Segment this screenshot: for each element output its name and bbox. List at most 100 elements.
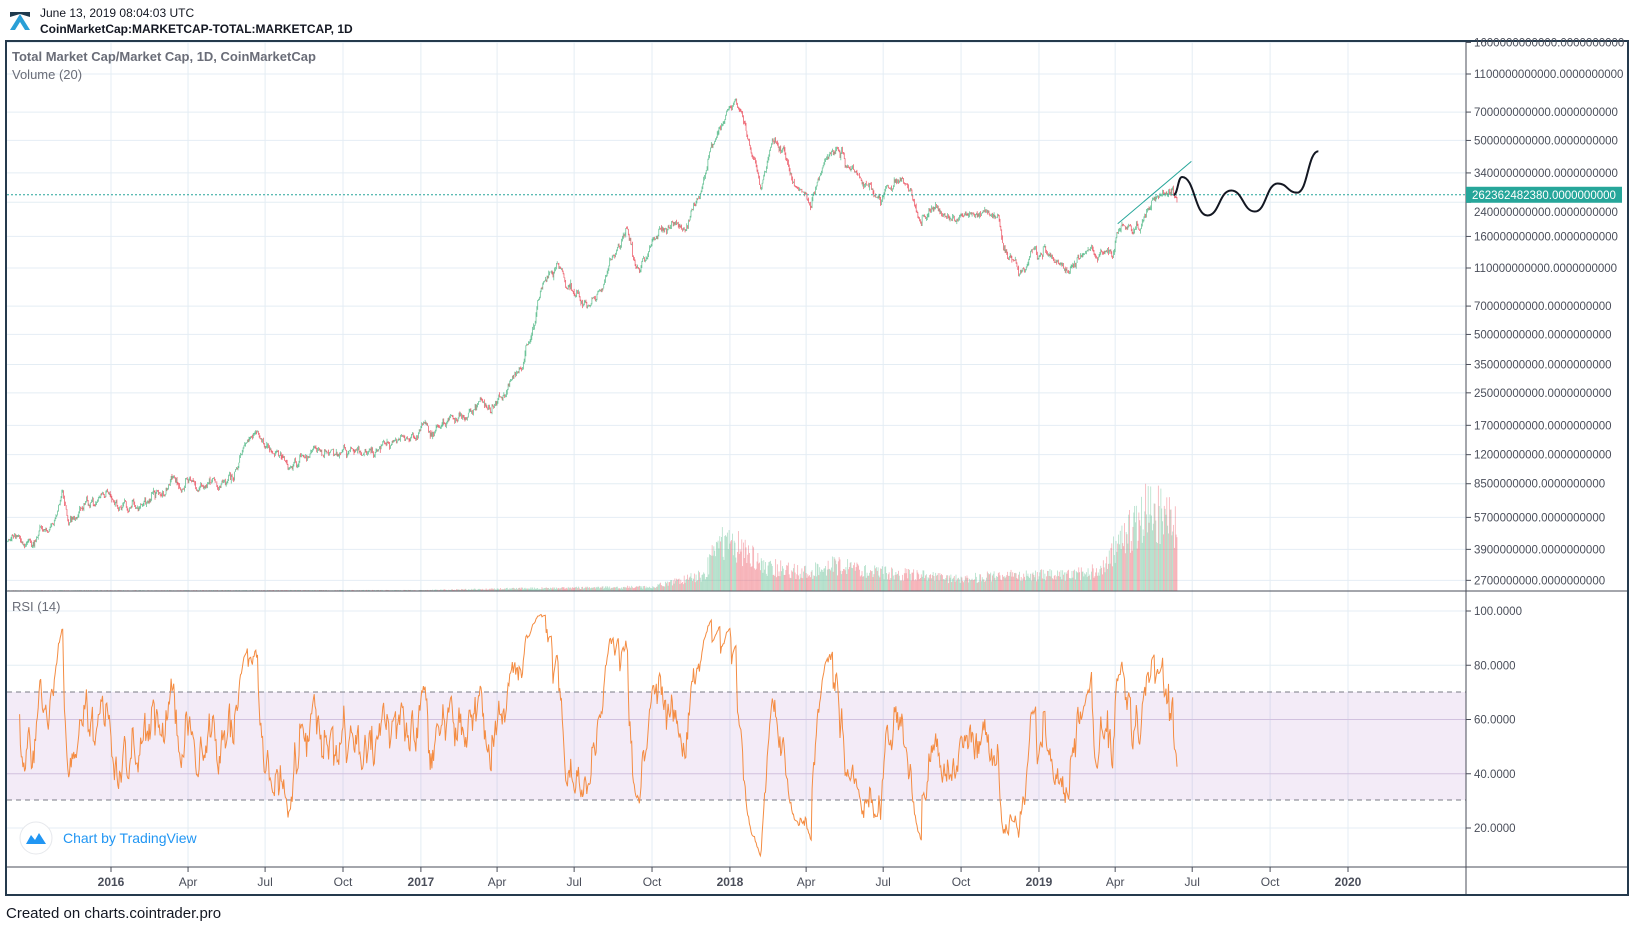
volume-bar: [1174, 547, 1175, 591]
watermark-text[interactable]: Chart by TradingView: [63, 830, 197, 846]
volume-bar: [827, 560, 829, 591]
volume-bar: [491, 588, 493, 591]
trendline[interactable]: [1117, 160, 1192, 225]
volume-bar: [1100, 565, 1102, 591]
candles: [7, 98, 1178, 549]
volume-bar: [561, 587, 563, 591]
rsi-tick-label: 20.0000: [1474, 823, 1516, 835]
volume-bar: [820, 569, 822, 591]
volume-bar: [596, 587, 598, 591]
volume-bar: [562, 587, 564, 591]
volume-bar: [937, 573, 939, 591]
volume-bar: [478, 588, 480, 591]
volume-bar: [849, 562, 851, 591]
volume-bar: [715, 541, 717, 591]
volume-bar: [1091, 564, 1093, 591]
volume-bar: [750, 567, 752, 591]
projection-path[interactable]: [1173, 150, 1319, 217]
volume-bar: [884, 566, 886, 591]
volume-bar: [939, 573, 941, 591]
volume-bar: [1003, 576, 1005, 591]
volume-bar: [1134, 505, 1136, 591]
volume-bar: [476, 589, 478, 591]
volume-bar: [756, 561, 758, 591]
volume-bar: [523, 588, 525, 591]
volume-bar: [745, 547, 747, 591]
volume-bar: [833, 557, 835, 591]
volume-bar: [981, 577, 983, 591]
volume-bar: [1014, 572, 1016, 591]
volume-bar: [764, 569, 766, 591]
volume-bar: [435, 589, 437, 591]
volume-bar: [858, 565, 860, 591]
volume-bar: [936, 574, 938, 591]
volume-bar: [655, 588, 656, 591]
volume-bar: [1041, 578, 1043, 591]
volume-bar: [483, 589, 484, 591]
volume-bar: [1130, 541, 1132, 591]
volume-bar: [988, 574, 990, 591]
main-legend[interactable]: Total Market Cap/Market Cap, 1D, CoinMar…: [12, 49, 316, 64]
volume-bar: [743, 542, 744, 591]
volume-bar: [911, 572, 913, 591]
volume-bar: [828, 569, 830, 591]
volume-bar: [1168, 497, 1170, 591]
volume-bar: [1136, 548, 1138, 591]
volume-bar: [826, 575, 827, 591]
volume-bar: [626, 587, 628, 591]
volume-bar: [517, 588, 519, 591]
volume-bar: [1062, 570, 1064, 591]
volume-bar: [774, 575, 776, 591]
volume-bar: [780, 560, 782, 591]
volume-bar: [545, 587, 547, 591]
volume-bar: [688, 577, 690, 591]
volume-bar: [1116, 551, 1118, 591]
volume-legend[interactable]: Volume (20): [12, 67, 82, 82]
volume-bar: [908, 569, 909, 591]
volume-bar: [864, 566, 865, 591]
volume-bar: [869, 572, 871, 591]
x-tick-label: 2016: [98, 875, 125, 889]
volume-bar: [904, 568, 906, 591]
rsi-legend[interactable]: RSI (14): [12, 599, 60, 614]
volume-bar: [691, 578, 693, 591]
volume-bar: [817, 564, 819, 591]
volume-bar: [489, 588, 490, 591]
volume-bar: [493, 589, 495, 591]
logo-top-shape: [10, 12, 30, 17]
volume-bar: [773, 574, 775, 591]
volume-bar: [840, 570, 842, 591]
volume-bar: [467, 589, 469, 591]
volume-bar: [1150, 486, 1152, 591]
x-tick-label: Jul: [876, 875, 891, 889]
volume-bar: [512, 587, 514, 591]
volume-bar: [339, 589, 341, 591]
volume-bar: [647, 587, 649, 591]
volume-bar: [469, 589, 471, 591]
volume-bar: [539, 588, 540, 591]
x-tick-label: Oct: [643, 875, 662, 889]
volume-bar: [571, 588, 572, 591]
volume-bar: [1154, 503, 1156, 591]
volume-bar: [1053, 575, 1055, 591]
volume-bar: [583, 588, 584, 591]
volume-bar: [580, 588, 582, 591]
volume-bar: [1160, 488, 1162, 591]
volume-bar: [831, 556, 833, 591]
volume-bar: [955, 574, 957, 591]
volume-bar: [615, 587, 617, 591]
volume-bar: [325, 589, 327, 591]
volume-bar: [457, 589, 459, 591]
volume-bar: [1132, 526, 1134, 591]
volume-bar: [1031, 573, 1033, 591]
tradingview-watermark[interactable]: Chart by TradingView: [19, 821, 197, 855]
volume-bar: [638, 585, 640, 591]
volume-bar: [1123, 546, 1125, 591]
price-tick-label: 50000000000.0000000000: [1474, 329, 1612, 341]
volume-bar: [587, 586, 589, 591]
volume-bar: [1056, 576, 1058, 591]
volume-bar: [496, 588, 498, 591]
volume-bar: [844, 570, 846, 591]
volume-bar: [798, 575, 799, 591]
